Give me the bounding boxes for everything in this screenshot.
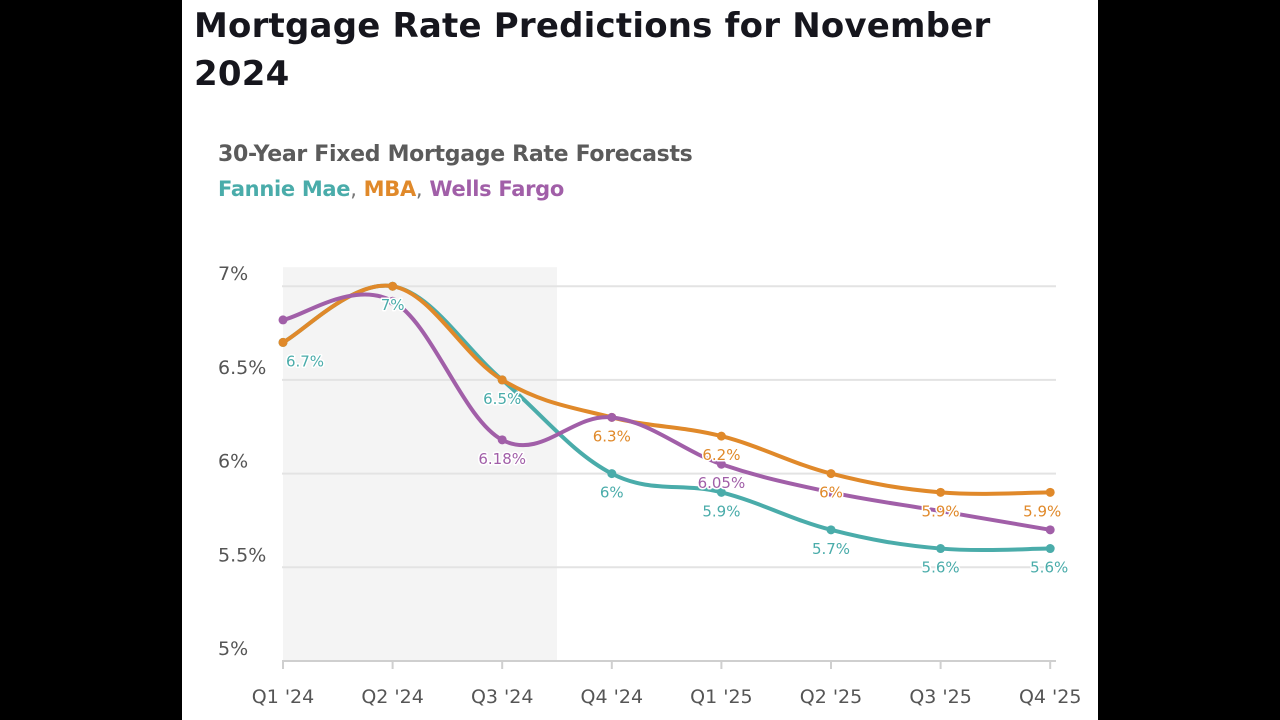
x-tick-label: Q2 '24 — [361, 686, 423, 708]
data-label-fannie-mae: 6% — [600, 484, 624, 502]
shaded-actual-region — [283, 267, 557, 661]
data-label-fannie-mae: 5.6% — [1030, 559, 1068, 577]
data-label-wells-fargo: 6.05% — [698, 474, 746, 492]
chart-subtitle: Fannie Mae, MBA, Wells Fargo — [218, 177, 564, 201]
legend-separator: , — [350, 177, 357, 201]
data-point-fannie-mae — [936, 544, 946, 554]
data-label-fannie-mae: 5.9% — [702, 502, 740, 520]
y-tick-label: 7% — [218, 263, 248, 285]
data-label-mba: 6.3% — [593, 427, 631, 445]
data-point-wells-fargo — [607, 412, 617, 422]
x-tick-label: Q2 '25 — [800, 686, 862, 708]
data-point-mba — [936, 487, 946, 497]
data-point-wells-fargo — [936, 506, 946, 516]
legend-wells-fargo: Wells Fargo — [429, 177, 564, 201]
data-label-fannie-mae: 7% — [381, 296, 405, 314]
x-tick-label: Q4 '25 — [1019, 686, 1081, 708]
data-point-wells-fargo — [1045, 525, 1055, 535]
y-tick-label: 6.5% — [218, 357, 266, 379]
legend-fannie-mae: Fannie Mae — [218, 177, 351, 201]
data-point-wells-fargo — [826, 487, 836, 497]
page-title: Mortgage Rate Predictions for November 2… — [194, 6, 991, 94]
data-label-fannie-mae: 6.7% — [286, 352, 324, 370]
data-point-mba — [1045, 487, 1055, 497]
series-line-wells-fargo — [281, 292, 1053, 532]
data-point-mba — [497, 375, 507, 385]
data-point-fannie-mae — [716, 487, 726, 497]
data-point-mba — [716, 431, 726, 441]
data-label-fannie-mae: 5.6% — [922, 559, 960, 577]
data-point-mba — [278, 337, 288, 347]
data-label-mba: 5.9% — [1023, 502, 1061, 520]
x-tick-label: Q1 '24 — [252, 686, 314, 708]
data-label-wells-fargo: 6.18% — [478, 450, 526, 468]
data-label-fannie-mae: 6.5% — [483, 390, 521, 408]
line-chart: 5% 5.5% 6% 6.5% 7% Q1 '24 Q2 '24 Q3 '24 Q4 '24 Q1… — [218, 263, 1081, 708]
data-point-wells-fargo — [497, 435, 507, 445]
x-tick-label: Q3 '25 — [909, 686, 971, 708]
y-tick-label: 6% — [218, 451, 248, 473]
x-tick-label: Q3 '24 — [471, 686, 533, 708]
chart-title: 30-Year Fixed Mortgage Rate Forecasts — [218, 142, 693, 167]
y-tick-label: 5.5% — [218, 544, 266, 566]
data-point-fannie-mae — [1045, 544, 1055, 554]
data-point-wells-fargo — [278, 315, 288, 325]
data-point-fannie-mae — [607, 469, 617, 479]
data-label-fannie-mae: 5.7% — [812, 540, 850, 558]
data-label-mba: 5.9% — [922, 502, 960, 520]
legend-separator: , — [415, 177, 423, 201]
data-point-fannie-mae — [826, 525, 836, 535]
data-point-wells-fargo — [716, 459, 726, 469]
series-line-mba — [281, 283, 1053, 496]
x-tick-label: Q1 '25 — [690, 686, 752, 708]
x-tick-label: Q4 '24 — [581, 686, 643, 708]
page-canvas: Mortgage Rate Predictions for November 2… — [182, 0, 1098, 720]
data-label-mba: 6% — [819, 484, 843, 502]
data-point-mba — [388, 281, 398, 291]
data-label-mba: 6.2% — [702, 446, 740, 464]
data-point-wells-fargo — [388, 296, 398, 306]
y-tick-label: 5% — [218, 638, 248, 660]
legend-mba: MBA — [363, 177, 417, 201]
data-point-mba — [826, 469, 836, 479]
